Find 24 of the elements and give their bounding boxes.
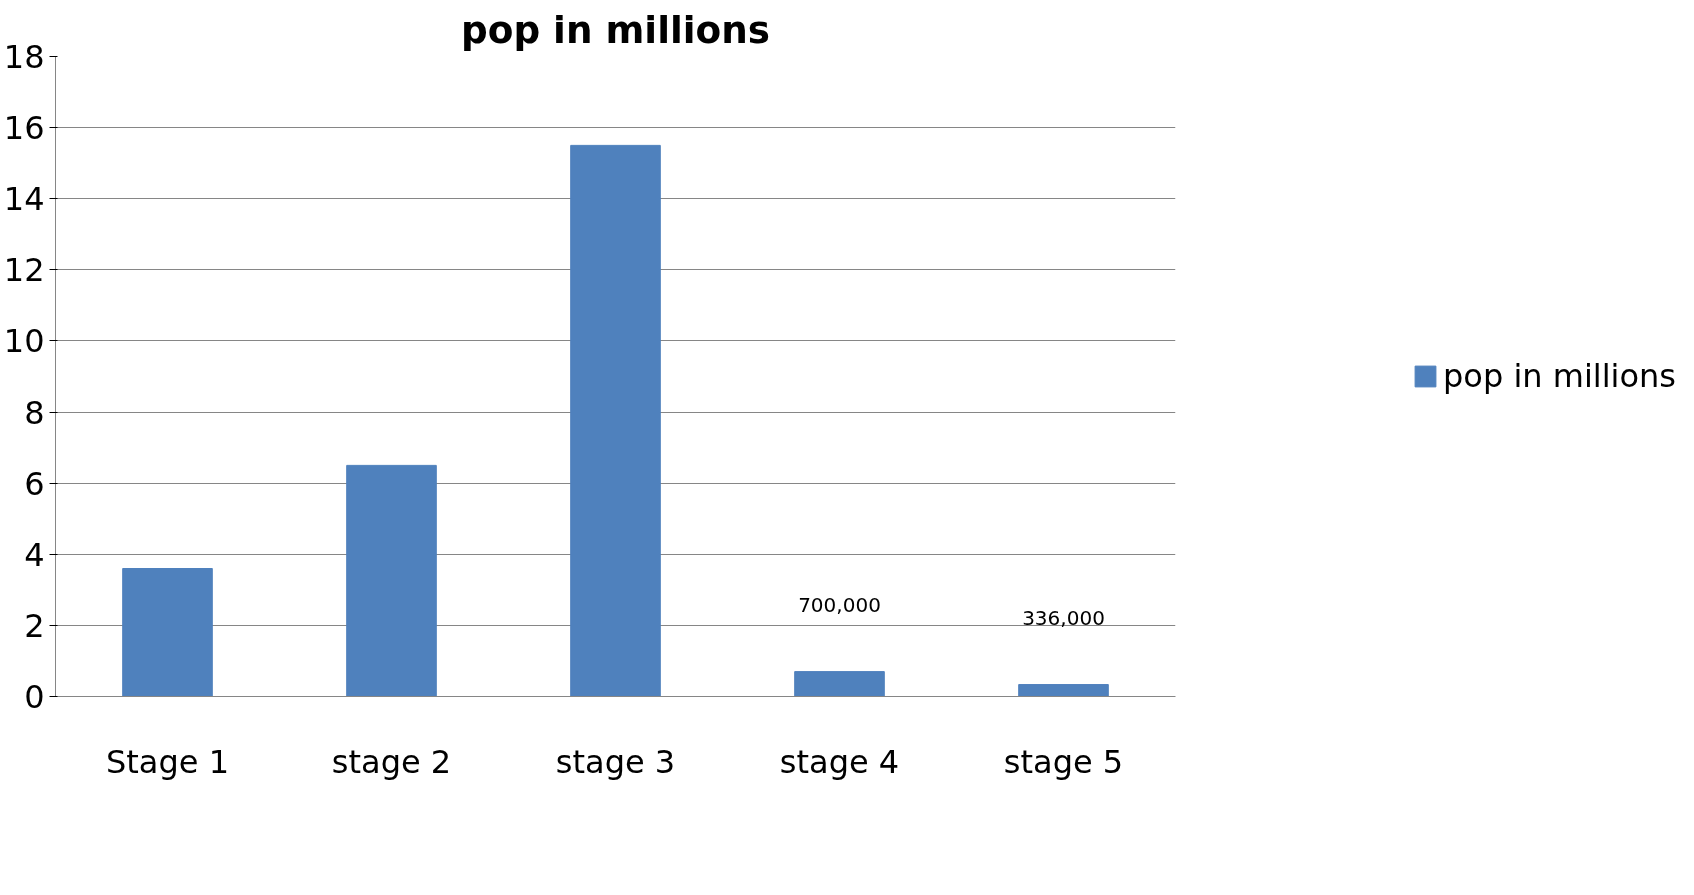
x-tick-label: stage 3 <box>555 742 676 781</box>
x-tick-label: stage 2 <box>331 742 452 781</box>
bar <box>794 671 885 697</box>
x-tick-label: stage 5 <box>1003 742 1124 781</box>
annotation: 336,000 <box>1022 605 1105 630</box>
x-tick-label: stage 4 <box>779 742 900 781</box>
legend-label: pop in millions <box>1443 357 1676 395</box>
y-tick-label: 16 <box>3 109 45 148</box>
annotation: 700,000 <box>798 592 881 617</box>
bar <box>346 464 437 697</box>
chart-title: pop in millions <box>461 7 770 52</box>
bar <box>570 144 661 697</box>
y-tick-label: 6 <box>24 464 45 503</box>
y-tick-label: 10 <box>3 322 45 361</box>
bar <box>122 568 213 697</box>
bar <box>1018 684 1109 697</box>
y-tick-label: 18 <box>3 38 45 76</box>
y-tick-label: 0 <box>24 678 45 716</box>
y-tick-label: 14 <box>3 180 45 219</box>
y-tick-label: 2 <box>24 606 45 645</box>
x-tick-label: Stage 1 <box>106 742 229 781</box>
y-tick-label: 8 <box>24 393 45 432</box>
y-tick-label: 4 <box>24 535 45 574</box>
y-tick-label: 12 <box>3 251 45 290</box>
